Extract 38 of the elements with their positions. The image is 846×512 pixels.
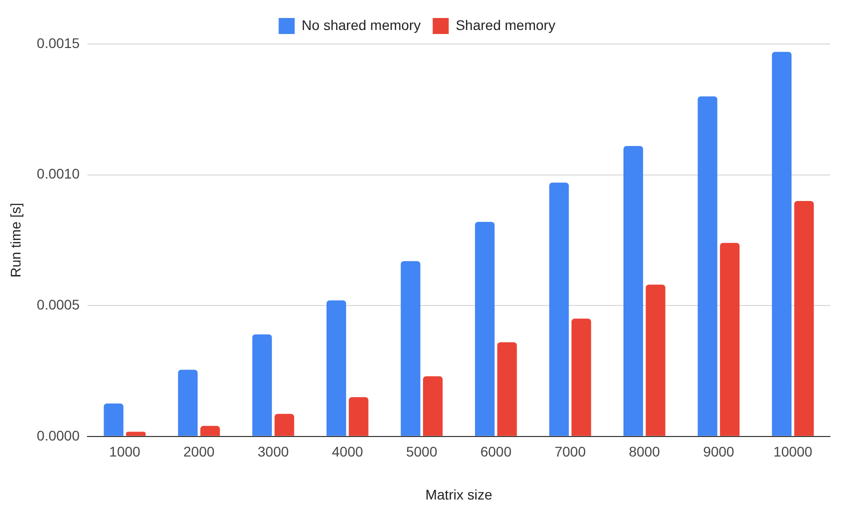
x-tick-label: 3000	[258, 444, 289, 460]
bar	[772, 52, 792, 436]
y-tick-label: 0.0015	[36, 34, 80, 51]
x-tick-label: 1000	[109, 444, 141, 460]
bar	[400, 261, 420, 436]
bar	[178, 370, 198, 436]
x-tick-label: 2000	[183, 444, 215, 460]
legend-label: No shared memory	[302, 16, 421, 33]
bar	[497, 342, 517, 436]
bar	[423, 376, 443, 436]
y-tick-label: 0.0000	[36, 427, 80, 444]
bar	[572, 318, 592, 436]
bar	[126, 432, 146, 436]
bar	[252, 334, 272, 436]
bar	[720, 242, 740, 436]
bar	[549, 182, 569, 436]
bar	[274, 414, 294, 436]
x-tick-label: 8000	[628, 444, 660, 460]
x-tick-label: 5000	[406, 444, 438, 460]
x-tick-label: 4000	[332, 444, 364, 460]
y-tick-label: 0.0005	[36, 296, 80, 312]
bar	[646, 284, 666, 436]
bar	[698, 96, 718, 436]
y-tick-label: 0.0010	[36, 166, 80, 182]
x-tick-label: 6000	[480, 444, 512, 460]
bar	[474, 222, 495, 436]
bar	[348, 397, 368, 436]
bar	[326, 300, 346, 436]
bar	[623, 146, 644, 436]
bar	[200, 426, 220, 436]
legend-label: Shared memory	[456, 16, 556, 33]
x-tick-label: 9000	[703, 444, 734, 460]
y-axis-title: Run time [s]	[7, 202, 24, 278]
bar	[794, 200, 814, 436]
x-axis-title: Matrix size	[425, 486, 492, 502]
x-tick-label: 10000	[773, 444, 813, 460]
x-tick-label: 7000	[554, 444, 586, 460]
bar	[104, 403, 124, 436]
